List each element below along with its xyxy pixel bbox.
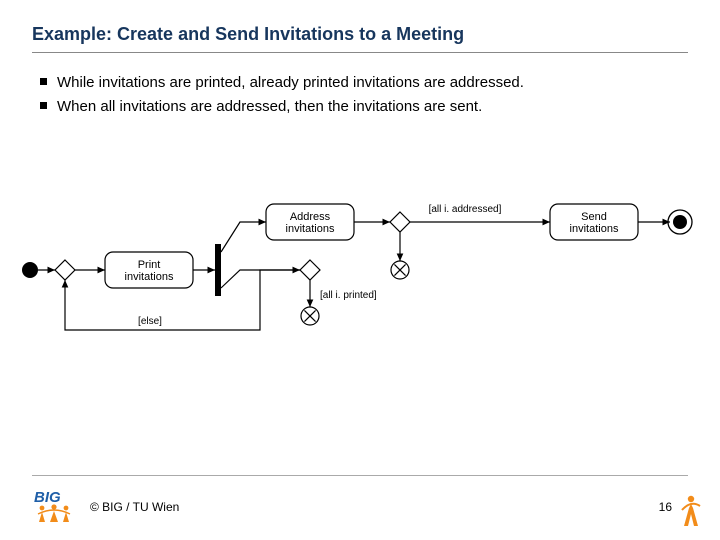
jump-icon xyxy=(680,494,702,526)
bullet-icon xyxy=(40,102,47,109)
big-logo: BIG xyxy=(32,488,76,522)
svg-text:Send: Send xyxy=(581,211,607,223)
svg-text:invitations: invitations xyxy=(286,223,335,235)
bullet-text: When all invitations are addressed, then… xyxy=(57,96,482,118)
page-number: 16 xyxy=(659,500,672,514)
list-item: While invitations are printed, already p… xyxy=(40,72,680,94)
title-divider xyxy=(32,52,688,53)
people-icon xyxy=(38,504,70,522)
page-title: Example: Create and Send Invitations to … xyxy=(32,24,464,45)
bullet-list: While invitations are printed, already p… xyxy=(40,72,680,120)
svg-text:invitations: invitations xyxy=(570,223,619,235)
list-item: When all invitations are addressed, then… xyxy=(40,96,680,118)
activity-diagram: [all i. addressed] [all i. printed] [else]… xyxy=(10,190,710,350)
svg-text:[all i. printed]: [all i. printed] xyxy=(320,290,377,301)
footer-divider xyxy=(32,475,688,476)
svg-text:Print: Print xyxy=(138,259,161,271)
svg-text:Address: Address xyxy=(290,211,331,223)
bullet-text: While invitations are printed, already p… xyxy=(57,72,524,94)
svg-text:invitations: invitations xyxy=(125,271,174,283)
svg-text:[else]: [else] xyxy=(138,316,162,327)
bullet-icon xyxy=(40,78,47,85)
svg-text:[all i. addressed]: [all i. addressed] xyxy=(429,204,502,215)
copyright-text: © BIG / TU Wien xyxy=(90,500,179,514)
logo-text: BIG xyxy=(34,489,61,506)
